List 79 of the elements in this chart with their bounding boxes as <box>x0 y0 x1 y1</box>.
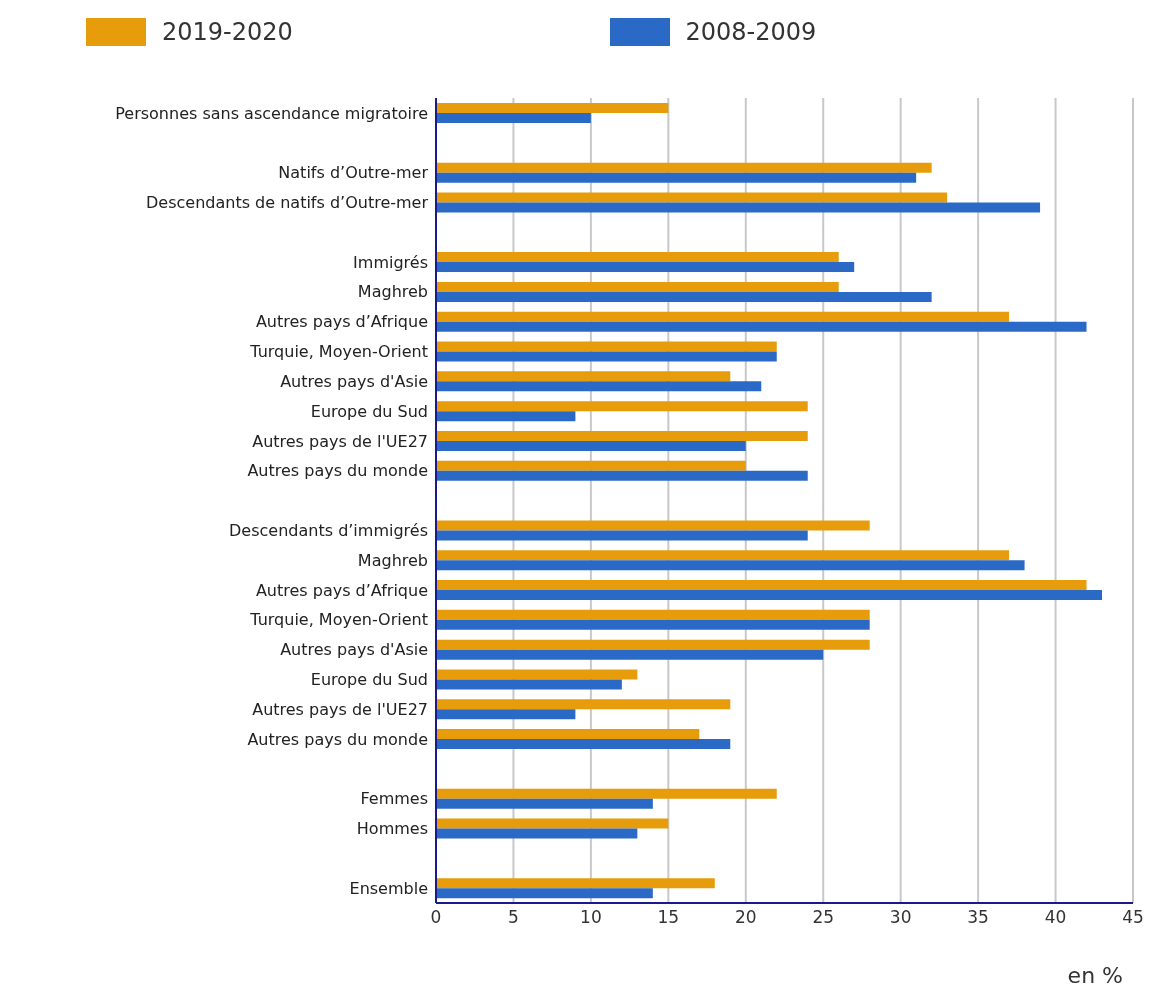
x-tick-label: 10 <box>580 907 602 928</box>
x-axis-title: en % <box>1067 963 1123 988</box>
y-tick-label: Autres pays du monde <box>247 729 428 749</box>
bar <box>436 699 731 710</box>
bar <box>436 649 824 660</box>
x-tick-label: 25 <box>812 907 835 928</box>
bar <box>436 639 870 650</box>
y-tick-label: Turquie, Moyen-Orient <box>249 610 428 630</box>
x-tick-label: 30 <box>889 907 912 928</box>
y-tick-label: Europe du Sud <box>310 670 428 690</box>
bar <box>436 530 808 541</box>
bar <box>436 818 669 829</box>
bar <box>436 440 746 451</box>
bar <box>436 580 1087 591</box>
y-tick-label: Autres pays d'Asie <box>280 371 428 391</box>
y-tick-label: Autres pays d’Afrique <box>255 580 428 600</box>
bar <box>436 162 932 173</box>
y-tick-label: Maghreb <box>357 550 428 570</box>
bar <box>436 460 746 471</box>
bar <box>436 172 917 183</box>
bar <box>436 411 576 422</box>
bar <box>436 669 638 680</box>
x-tick-label: 40 <box>1044 907 1067 928</box>
y-tick-label: Immigrés <box>353 252 428 272</box>
y-tick-label: Descendants d’immigrés <box>229 520 428 540</box>
bar <box>436 430 808 441</box>
bar <box>436 202 1041 213</box>
bar <box>436 520 870 531</box>
bar <box>436 739 731 750</box>
legend-label: 2008-2009 <box>685 18 817 46</box>
bar <box>436 311 1010 322</box>
bar <box>436 103 669 113</box>
bar <box>436 351 777 362</box>
y-tick-label: Turquie, Moyen-Orient <box>249 342 428 362</box>
bar <box>436 341 777 352</box>
y-tick-label: Autres pays du monde <box>247 461 428 481</box>
y-tick-label: Ensemble <box>349 878 428 898</box>
bar <box>436 878 715 889</box>
y-tick-label: Europe du Sud <box>310 401 428 421</box>
bar <box>436 888 653 899</box>
y-tick-label: Descendants de natifs d’Outre-mer <box>146 193 429 213</box>
bar <box>436 192 948 203</box>
bar <box>436 281 839 292</box>
x-tick-label: 45 <box>1122 907 1144 928</box>
bar <box>436 709 576 720</box>
bar <box>436 679 622 690</box>
bar <box>436 401 808 412</box>
x-tick-label: 20 <box>734 907 757 928</box>
bar <box>436 798 653 809</box>
bar <box>436 470 808 481</box>
x-tick-label: 35 <box>967 907 989 928</box>
bar <box>436 560 1025 571</box>
bar <box>436 609 870 620</box>
bar <box>436 590 1103 601</box>
y-tick-label: Natifs d’Outre-mer <box>278 163 429 183</box>
y-tick-label: Autres pays de l'UE27 <box>252 699 428 719</box>
y-tick-label: Autres pays d’Afrique <box>255 312 428 332</box>
bar <box>436 550 1010 561</box>
bar <box>436 729 700 740</box>
bar <box>436 291 932 302</box>
bar <box>436 371 731 382</box>
legend-label: 2019-2020 <box>162 18 293 46</box>
y-tick-label: Autres pays d'Asie <box>280 640 428 660</box>
y-tick-label: Hommes <box>356 819 428 839</box>
y-tick-label: Maghreb <box>357 282 428 302</box>
bar <box>436 252 839 263</box>
bar <box>436 381 762 392</box>
x-tick-label: 15 <box>657 907 680 928</box>
x-tick-label: 0 <box>430 907 442 928</box>
bar <box>436 788 777 799</box>
bar <box>436 321 1087 332</box>
bar <box>436 113 591 123</box>
bar <box>436 828 638 839</box>
y-tick-label: Personnes sans ascendance migratoire <box>115 103 428 123</box>
y-tick-label: Femmes <box>360 789 428 809</box>
y-tick-label: Autres pays de l'UE27 <box>252 431 428 451</box>
x-tick-label: 5 <box>508 907 519 928</box>
bar <box>436 619 870 630</box>
bar <box>436 262 855 273</box>
